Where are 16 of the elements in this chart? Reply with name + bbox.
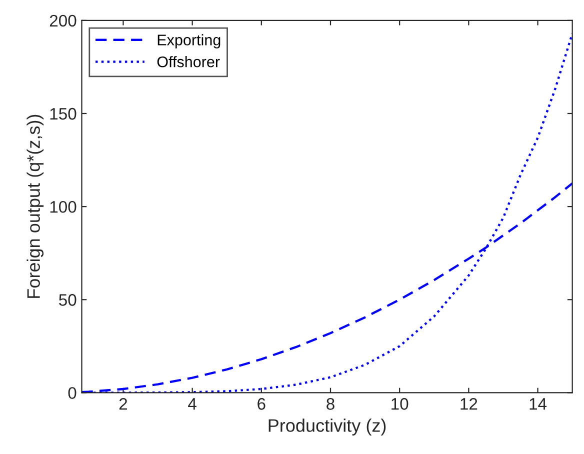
x-axis-title: Productivity (z) (268, 418, 386, 436)
x-tick-label: 10 (392, 398, 408, 410)
x-tick-label: 12 (460, 398, 478, 410)
x-tick-label: 8 (326, 398, 334, 410)
y-tick-label: 100 (50, 200, 76, 213)
legend-label: Offshorer (157, 56, 220, 68)
y-tick-label: 0 (68, 387, 76, 399)
x-tick-label: 14 (530, 398, 547, 410)
x-tick-label: 6 (258, 398, 266, 410)
y-tick-label: 150 (50, 108, 76, 120)
y-tick-label: 50 (59, 294, 76, 306)
y-tick-label: 200 (50, 14, 76, 27)
legend-label: Exporting (158, 34, 220, 48)
x-tick-label: 4 (188, 398, 196, 410)
y-axis-title: Foreign output (q*(z,s)) (26, 114, 44, 298)
x-tick-label: 2 (119, 398, 128, 410)
